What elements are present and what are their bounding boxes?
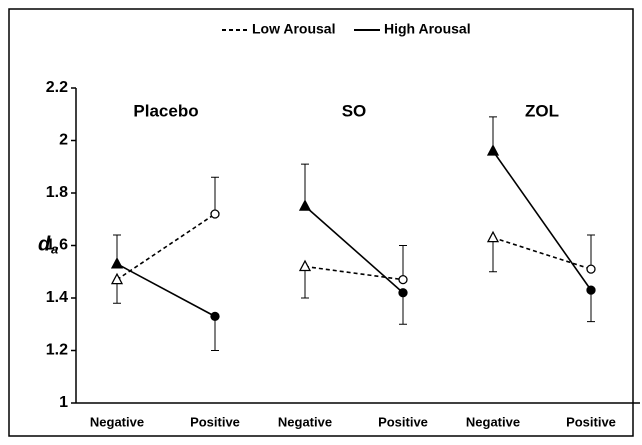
line bbox=[116, 263, 216, 318]
y-tick-label: 2 bbox=[59, 132, 68, 149]
marker bbox=[210, 209, 220, 219]
line bbox=[492, 150, 592, 291]
panel-title: ZOL bbox=[525, 101, 559, 120]
panel-title: SO bbox=[342, 101, 367, 120]
x-tick-label: Negative bbox=[90, 414, 144, 429]
y-tick-label: 1.4 bbox=[46, 289, 68, 306]
y-tick-label: 1 bbox=[59, 394, 68, 411]
y-axis-label-sub: a bbox=[51, 241, 58, 256]
line bbox=[116, 213, 216, 281]
marker bbox=[486, 144, 500, 156]
marker bbox=[586, 264, 596, 274]
x-tick-label: Positive bbox=[190, 414, 240, 429]
marker bbox=[298, 259, 312, 272]
marker bbox=[298, 199, 312, 211]
x-tick-label: Positive bbox=[378, 414, 428, 429]
line bbox=[492, 236, 592, 270]
marker bbox=[110, 256, 124, 269]
legend-label: High Arousal bbox=[384, 21, 471, 37]
y-axis-label: d bbox=[38, 233, 51, 255]
line bbox=[304, 265, 404, 281]
legend-label: Low Arousal bbox=[252, 21, 336, 37]
marker bbox=[586, 285, 596, 295]
marker bbox=[398, 288, 408, 298]
frame bbox=[8, 8, 634, 437]
marker bbox=[486, 230, 500, 243]
x-tick-label: Positive bbox=[566, 414, 616, 429]
marker bbox=[110, 272, 124, 285]
y-tick-label: 1.6 bbox=[46, 237, 68, 254]
y-tick-label: 1.2 bbox=[46, 342, 68, 359]
x-tick-label: Negative bbox=[278, 414, 332, 429]
marker bbox=[398, 274, 408, 285]
y-tick-label: 1.8 bbox=[46, 184, 68, 201]
line bbox=[304, 205, 404, 294]
panel-title: Placebo bbox=[133, 101, 198, 120]
y-tick-label: 2.2 bbox=[46, 79, 68, 96]
x-tick-label: Negative bbox=[466, 414, 520, 429]
marker bbox=[210, 311, 220, 322]
